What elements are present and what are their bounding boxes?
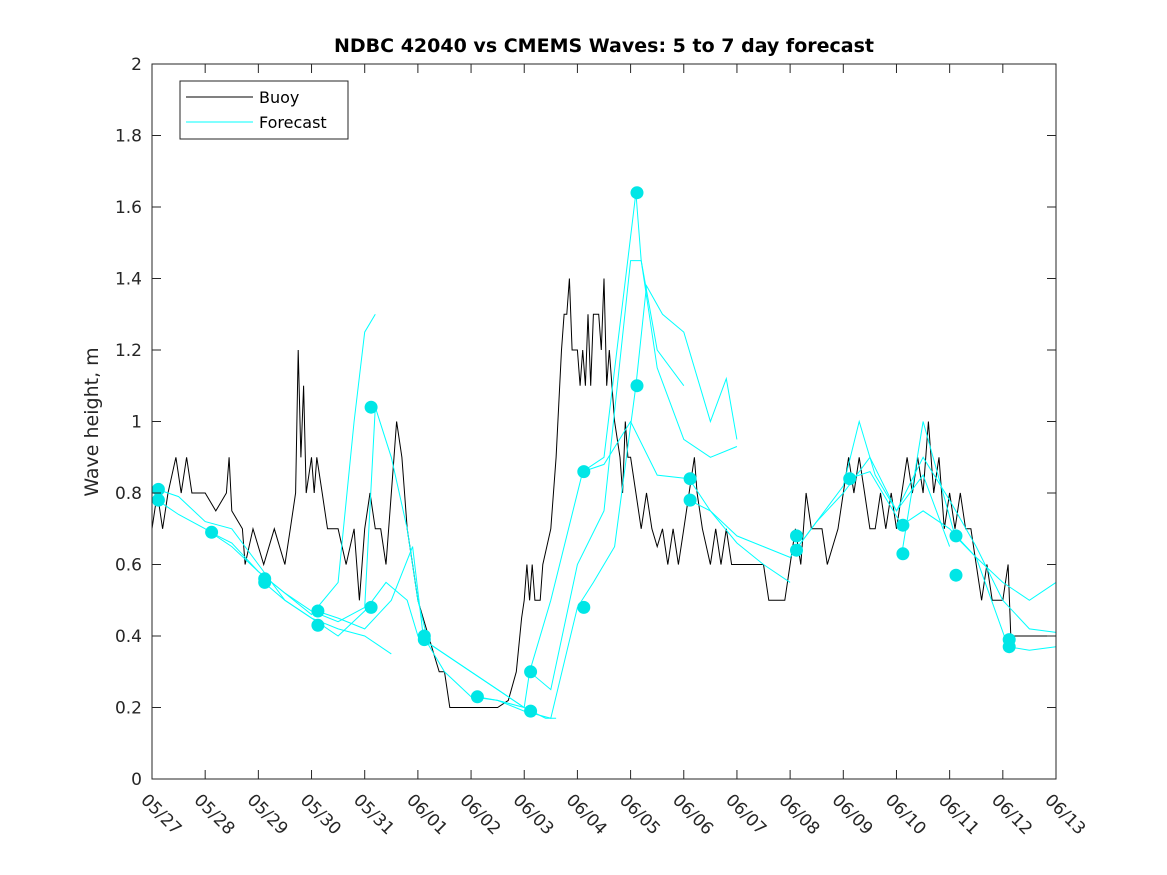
y-axis-title: Wave height, m xyxy=(81,347,103,496)
series-layer xyxy=(151,186,1057,719)
forecast-marker-13 xyxy=(524,704,538,718)
forecast-line-12 xyxy=(848,470,1057,601)
forecast-marker-22 xyxy=(843,472,857,486)
buoy-line xyxy=(151,278,1056,708)
forecast-marker-25 xyxy=(949,529,963,543)
forecast-marker-24 xyxy=(896,547,910,561)
forecast-start-markers xyxy=(151,186,1016,718)
forecast-marker-10 xyxy=(417,633,431,647)
forecast-line-8 xyxy=(529,192,738,672)
y-tick-label-10: 2 xyxy=(131,55,142,75)
legend-box xyxy=(179,80,349,140)
y-tick-label-4: 0.8 xyxy=(115,484,142,504)
legend-buoy-label: Buoy xyxy=(259,88,299,107)
y-tick-label-2: 0.4 xyxy=(115,627,142,647)
forecast-marker-8 xyxy=(364,600,378,614)
y-tick-label-7: 1.4 xyxy=(115,270,142,290)
forecast-marker-6 xyxy=(311,618,325,632)
y-tick-label-8: 1.6 xyxy=(115,198,142,218)
forecast-marker-20 xyxy=(790,529,803,543)
forecast-marker-11 xyxy=(470,690,484,704)
forecast-marker-4 xyxy=(258,575,272,589)
forecast-marker-7 xyxy=(364,400,378,414)
forecast-marker-1 xyxy=(151,493,165,507)
forecast-marker-5 xyxy=(311,604,325,618)
forecast-line-3 xyxy=(210,407,429,644)
y-tick-label-1: 0.2 xyxy=(115,699,142,719)
forecast-marker-2 xyxy=(205,525,219,539)
forecast-marker-28 xyxy=(1002,640,1016,654)
forecast-marker-17 xyxy=(630,379,644,393)
y-tick-label-5: 1 xyxy=(131,413,142,433)
forecast-marker-14 xyxy=(577,465,591,479)
forecast-marker-12 xyxy=(524,665,538,679)
forecast-marker-21 xyxy=(790,543,803,557)
forecast-marker-16 xyxy=(630,186,644,200)
legend-forecast-label: Forecast xyxy=(259,113,327,132)
forecast-marker-15 xyxy=(577,600,591,614)
legend: Buoy Forecast xyxy=(179,80,349,140)
y-tick-label-9: 1.8 xyxy=(115,127,142,147)
forecast-line-13 xyxy=(901,421,1057,651)
chart-title: NDBC 42040 vs CMEMS Waves: 5 to 7 day fo… xyxy=(334,35,874,57)
forecast-line-10 xyxy=(688,419,951,559)
forecast-marker-18 xyxy=(683,472,697,486)
forecast-marker-26 xyxy=(949,568,963,582)
y-tick-label-3: 0.6 xyxy=(115,556,142,576)
forecast-marker-23 xyxy=(896,518,910,532)
forecast-line-11 xyxy=(794,456,1057,633)
forecast-marker-19 xyxy=(683,493,697,507)
y-tick-label-0: 0 xyxy=(131,770,142,790)
y-tick-label-6: 1.2 xyxy=(115,341,142,361)
